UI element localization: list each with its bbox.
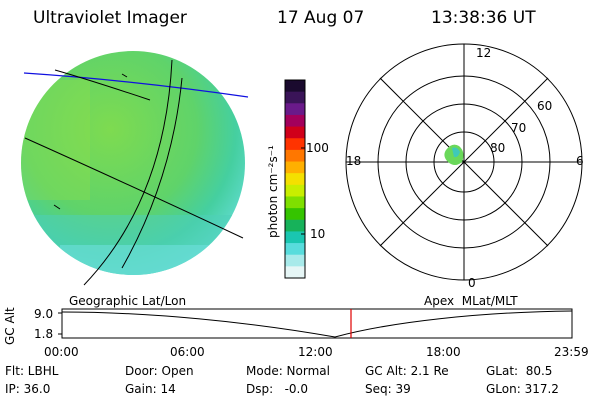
timeline-ytick: 9.0: [34, 307, 54, 321]
mlt-label-12: 12: [476, 46, 492, 60]
gain-info: Gain: 14: [125, 382, 176, 396]
colorbar-cell: [285, 196, 305, 209]
mlat-label-60: 60: [537, 99, 553, 113]
colorbar-cell: [285, 219, 305, 233]
colorbar-cell: [285, 114, 305, 128]
mlt-label-0: 0: [468, 276, 476, 290]
glon-info: GLon: 317.2: [486, 382, 559, 396]
colorbar-cell: [285, 231, 305, 244]
timeline-ytick: 1.8: [34, 327, 54, 341]
colorbar-cell: [285, 173, 305, 186]
mlt-label-6: 6: [576, 154, 584, 168]
apex-caption: Apex MLat/MLT: [424, 294, 518, 308]
meridian-line: [54, 69, 151, 101]
geographic-caption: Geographic Lat/Lon: [69, 294, 187, 308]
timeline-xtick: 00:00: [44, 345, 79, 359]
mlat-label-70: 70: [511, 121, 527, 135]
timeline-xtick: 12:00: [298, 345, 333, 359]
colorbar-cell: [285, 243, 305, 256]
timeline-xtick: 18:00: [426, 345, 461, 359]
ip-info: IP: 36.0: [5, 382, 51, 396]
colorbar-cell: [285, 161, 305, 174]
polar-diagonal: [379, 77, 549, 247]
latitude-line: [23, 72, 249, 98]
aurora-patch-core: [452, 147, 460, 158]
mlt-label-18: 18: [346, 154, 362, 168]
colorbar-cell: [285, 103, 305, 116]
colorbar-cell: [285, 208, 305, 221]
timeline-xtick: 06:00: [170, 345, 205, 359]
colorbar-cell: [285, 266, 305, 279]
colorbar: [285, 80, 305, 279]
colorbar-frame: [284, 79, 306, 279]
meridian-line: [121, 77, 183, 269]
meridian-tick: [121, 73, 128, 78]
colorbar-cell: [285, 138, 305, 151]
filter-info: Flt: LBHL: [5, 364, 59, 378]
dsp-info: Dsp: -0.0: [246, 382, 309, 396]
orbit-timeline: [58, 308, 573, 339]
timeline-frame: [61, 308, 573, 339]
altitude-curve: [61, 310, 573, 338]
door-info: Door: Open: [125, 364, 194, 378]
mlat-label-80: 80: [490, 141, 506, 155]
colorbar-cell: [285, 254, 305, 267]
meridian-tick: [53, 204, 61, 210]
timeline-axis-label: GC Alt: [3, 307, 17, 345]
colorbar-cell: [285, 80, 305, 93]
geographic-image: [21, 51, 249, 286]
meridian-line: [83, 59, 173, 286]
colorbar-tick-label: 10: [310, 227, 326, 241]
colorbar-cell: [285, 91, 305, 104]
polar-plot: [345, 43, 583, 281]
seq-info: Seq: 39: [365, 382, 411, 396]
glat-info: GLat: 80.5: [486, 364, 553, 378]
colorbar-cell: [285, 184, 305, 198]
gc-alt-info: GC Alt: 2.1 Re: [365, 364, 449, 378]
colorbar-cell: [285, 126, 305, 139]
colorbar-cell: [285, 149, 305, 163]
timeline-xtick: 23:59: [554, 345, 589, 359]
mode-info: Mode: Normal: [246, 364, 330, 378]
latitude-line: [24, 137, 244, 239]
instrument-title: Ultraviolet Imager: [33, 8, 187, 28]
colorbar-unit-label: photon cm⁻²s⁻¹: [266, 145, 280, 238]
observation-date: 17 Aug 07: [277, 8, 365, 28]
colorbar-tick-label: 100: [306, 141, 329, 155]
observation-time: 13:38:36 UT: [431, 8, 536, 28]
